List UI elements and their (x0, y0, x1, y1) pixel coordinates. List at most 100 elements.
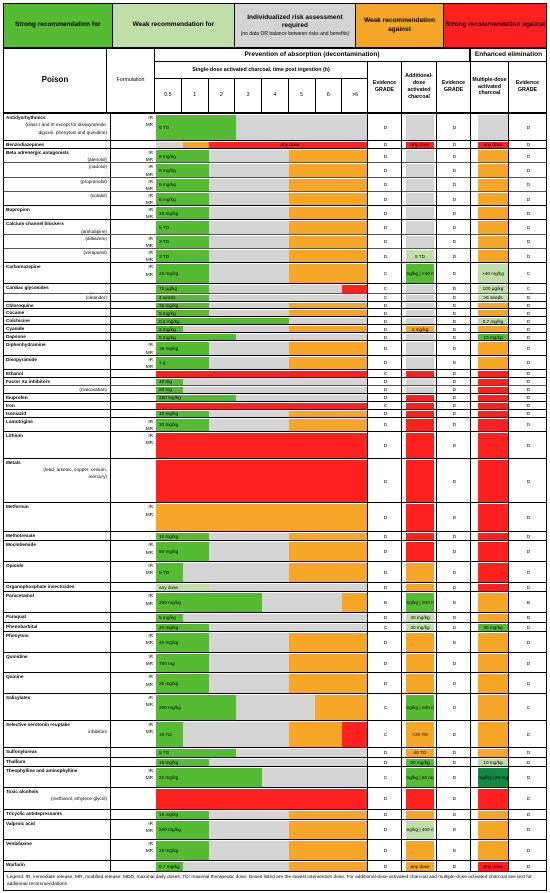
charcoal-bar (209, 285, 342, 293)
evidence-grade-value: D (383, 395, 388, 401)
poison-name: Cocaine (6, 309, 110, 316)
formulation-cell (110, 612, 158, 622)
evidence-grade-value: D (383, 796, 388, 802)
poison-title: Warfarin (6, 861, 25, 867)
poison-title: Salicylates (6, 695, 31, 701)
evidence-grade-value: D (526, 167, 531, 173)
evidence-grade-value: B (526, 600, 531, 606)
table-row: Sulfonylureas 5 TD D 40 TD D D (3, 747, 547, 757)
table-row: Lithium IR MR D D D (3, 430, 547, 458)
evidence-grade: D (369, 334, 402, 340)
table-row: Tricyclic antidepressants 15 mg/kg D D D (3, 809, 547, 819)
formulation-cell: IR MR (110, 355, 158, 369)
additional-charcoal (406, 386, 434, 393)
multiple-charcoal (478, 302, 508, 309)
additional-charcoal (406, 583, 434, 592)
evidence-grade: D (438, 841, 471, 860)
dose-label: 3 TD (159, 253, 170, 259)
evidence-grade: D (510, 789, 547, 809)
formulation-value: MR (145, 157, 153, 163)
header-time: >6 (341, 78, 369, 113)
evidence-grade: C (369, 403, 402, 409)
formulation-value: IR (148, 178, 153, 184)
poison-name: Salicylates (6, 694, 110, 720)
formulation-cell: IR MR (110, 417, 158, 431)
evidence-grade-value: D (383, 302, 388, 308)
dose-label: 5 TD (159, 125, 170, 130)
evidence-grade-value: D (526, 796, 531, 802)
additional-charcoal (406, 318, 434, 325)
evidence-grade-value: D (383, 639, 388, 645)
poison-title: Venlafaxine (6, 841, 32, 847)
additional-charcoal (406, 192, 434, 206)
poison-name: Moclobemide (6, 541, 110, 561)
charcoal-bar: 6 mg/kg (156, 164, 209, 177)
poison-detail: (diltiazem) (85, 235, 107, 241)
evidence-grade: D (369, 303, 402, 309)
multiple-charcoal: >5 seeds (478, 294, 508, 301)
multiple-charcoal: 30 mg/kg (478, 623, 508, 632)
charcoal-bar (209, 532, 289, 541)
evidence-grade: D (510, 371, 547, 377)
charcoal-bar (156, 432, 368, 458)
evidence-grade: D (438, 387, 471, 393)
table-row: (diltiazem) IR MR 3 TD D D D (3, 233, 547, 249)
poison-name: Bupropion (6, 206, 110, 219)
evidence-grade: B (369, 593, 402, 612)
poison-title: Benzodiazepines (6, 142, 45, 147)
formulation-value: IR (148, 432, 153, 438)
evidence-grade: D (438, 624, 471, 632)
evidence-grade-value: D (526, 422, 531, 428)
evidence-grade-value: D (452, 732, 457, 738)
charcoal-bar (262, 768, 368, 787)
poison-detail: (rivaroxaban) (79, 386, 107, 392)
evidence-grade: D (438, 371, 471, 377)
evidence-grade: D (369, 584, 402, 592)
poison-name: (oleander) (6, 294, 110, 301)
dose-label: 5 mg/kg (159, 182, 176, 188)
poison-name: Organophosphate insecticides (6, 583, 110, 592)
multiple-charcoal (478, 178, 508, 191)
evidence-grade-value: D (383, 411, 388, 417)
dose-label: 20 mg/kg (159, 210, 179, 216)
evidence-grade: D (510, 542, 547, 561)
formulation-cell: IR MR (110, 673, 158, 694)
poison-detail: (sotalol) (90, 192, 107, 198)
formulation-value: IR (148, 342, 153, 348)
evidence-grade: D (510, 310, 547, 316)
multiple-charcoal (478, 402, 508, 409)
evidence-grade: D (510, 193, 547, 205)
multiple-charcoal (478, 410, 508, 417)
evidence-grade-value: D (383, 196, 388, 202)
evidence-grade: D (438, 411, 471, 417)
additional-charcoal (406, 674, 434, 694)
formulation-value: MR (145, 729, 153, 735)
charcoal-bar: 40 mg/kg (156, 633, 209, 652)
charcoal-bar (288, 302, 368, 309)
evidence-grade: C (369, 624, 402, 632)
evidence-grade: D (510, 142, 547, 148)
evidence-grade-value: D (526, 624, 531, 630)
dose-label: 20 mg/kg (159, 774, 179, 780)
evidence-grade: D (510, 821, 547, 840)
evidence-grade: B (510, 593, 547, 612)
charcoal-bar (209, 418, 289, 431)
formulation-cell (110, 401, 158, 409)
formulation-cell (110, 220, 158, 234)
header-time: 1 (180, 78, 209, 113)
dose-label: 4 seeds (159, 295, 176, 301)
poison-title: Theophylline and aminophylline (6, 768, 78, 774)
charcoal-bar (209, 149, 289, 163)
charcoal-bar: 0.7 mg/kg (156, 861, 183, 871)
charcoal-bar: 750 mg (156, 653, 209, 673)
table-row: Phenytoin IR MR 40 mg/kg D D D (3, 631, 547, 652)
evidence-grade-value: C (383, 271, 388, 277)
evidence-grade: D (510, 179, 547, 191)
charcoal-bar: 15 TD (156, 722, 183, 748)
evidence-grade-value: D (452, 225, 457, 231)
additional-charcoal (406, 207, 434, 220)
charcoal-bar (156, 459, 368, 503)
header-time: 2 (207, 78, 236, 113)
